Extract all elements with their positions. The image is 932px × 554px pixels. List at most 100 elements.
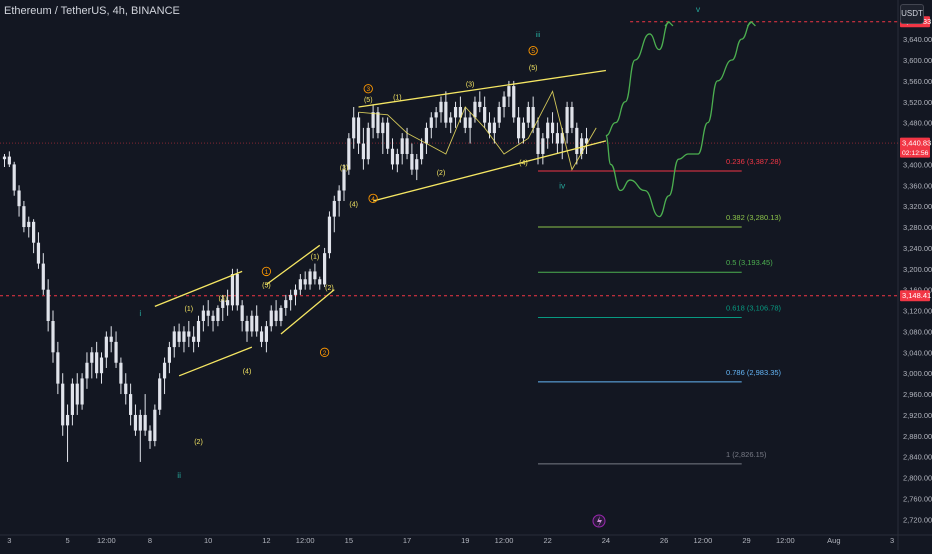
candle	[308, 268, 312, 290]
candle	[148, 425, 152, 449]
support-price-tag: 3,148.41	[902, 291, 931, 300]
wave-label: (5)	[529, 65, 538, 72]
candle-body	[264, 326, 268, 342]
y-tick-label: 3,600.00	[903, 56, 932, 65]
candle-body	[182, 331, 186, 342]
quote-currency-button[interactable]: USDT	[900, 4, 924, 24]
wave-label: i	[139, 308, 141, 318]
candle	[434, 107, 438, 128]
candle-body	[240, 305, 244, 321]
candle	[318, 276, 322, 290]
candles	[2, 80, 589, 462]
candle	[99, 352, 104, 384]
candle	[429, 112, 433, 139]
candle-body	[400, 138, 404, 154]
candle	[109, 326, 113, 353]
candle	[410, 143, 414, 175]
wave-label-circle	[368, 193, 378, 203]
candle	[264, 321, 268, 353]
candle-body	[133, 414, 138, 431]
x-tick-label: 12	[262, 536, 270, 545]
candle	[298, 274, 302, 295]
candle-body	[342, 169, 346, 191]
candle-body	[36, 242, 41, 264]
y-tick-label: 3,040.00	[903, 348, 932, 357]
candle-body	[318, 279, 322, 285]
candle	[153, 404, 157, 447]
candle	[80, 373, 84, 410]
candle-body	[167, 347, 171, 363]
candle	[90, 347, 94, 379]
candle-body	[279, 307, 283, 321]
candle	[526, 101, 530, 128]
candle-body	[473, 101, 477, 118]
candle-body	[410, 153, 414, 170]
candle	[2, 153, 7, 168]
candle-body	[61, 383, 65, 426]
y-tick-label: 3,200.00	[903, 265, 932, 274]
candle	[444, 91, 448, 128]
candle-body	[512, 86, 516, 118]
x-tick-label: 3	[890, 536, 894, 545]
candle-body	[201, 310, 205, 321]
candle	[138, 409, 142, 462]
candle	[366, 122, 370, 165]
candle	[187, 321, 191, 348]
candle	[395, 148, 399, 173]
fib-level-label: 0.5 (3,193.45)	[726, 258, 773, 267]
wave-label: (1)	[393, 95, 402, 102]
x-tick-label: 8	[148, 536, 152, 545]
candle-body	[487, 122, 492, 134]
candle	[570, 101, 574, 134]
candle-body	[70, 383, 74, 415]
candle	[7, 151, 11, 168]
candle-body	[104, 336, 108, 358]
candle-body	[449, 117, 453, 123]
projection-arrow-head	[746, 21, 756, 27]
candle	[245, 315, 249, 342]
candle	[478, 91, 482, 113]
y-tick-label: 3,120.00	[903, 307, 932, 316]
candle-body	[323, 253, 327, 285]
candle	[371, 104, 375, 139]
fib-level-label: 0.618 (3,106.78)	[726, 303, 782, 312]
candle	[12, 161, 16, 196]
candle	[56, 341, 60, 395]
wave-label: ii	[177, 470, 181, 480]
candle-body	[65, 414, 70, 426]
candle-body	[386, 122, 390, 149]
candle	[201, 305, 205, 332]
chart-title: Ethereum / TetherUS, 4h, BINANCE	[4, 5, 180, 17]
y-tick-label: 2,800.00	[903, 474, 932, 483]
candle	[468, 112, 472, 144]
candle	[453, 101, 458, 128]
y-tick-label: 2,720.00	[903, 515, 932, 524]
candle-body	[192, 336, 196, 342]
y-tick-label: 2,760.00	[903, 494, 932, 503]
candle-body	[536, 127, 540, 154]
candle-body	[259, 331, 264, 342]
current-price-tag-bg	[900, 137, 930, 158]
candle	[521, 117, 526, 144]
candle	[463, 107, 467, 134]
candle	[546, 117, 550, 149]
candle	[284, 294, 288, 316]
y-tick-label: 3,240.00	[903, 244, 932, 253]
candle	[70, 378, 74, 426]
candle-body	[245, 321, 249, 332]
candle	[17, 185, 21, 217]
candle	[517, 107, 521, 144]
candle	[531, 96, 535, 134]
x-tick-label: 3	[7, 536, 11, 545]
wedge-line	[280, 289, 335, 335]
candle	[560, 127, 564, 160]
candle-body	[172, 331, 176, 348]
candle	[323, 247, 327, 288]
candle-body	[7, 156, 11, 165]
candle-body	[177, 331, 181, 342]
candle-body	[289, 294, 293, 301]
wave-label: (2)	[325, 285, 334, 292]
x-tick-label: 26	[660, 536, 668, 545]
